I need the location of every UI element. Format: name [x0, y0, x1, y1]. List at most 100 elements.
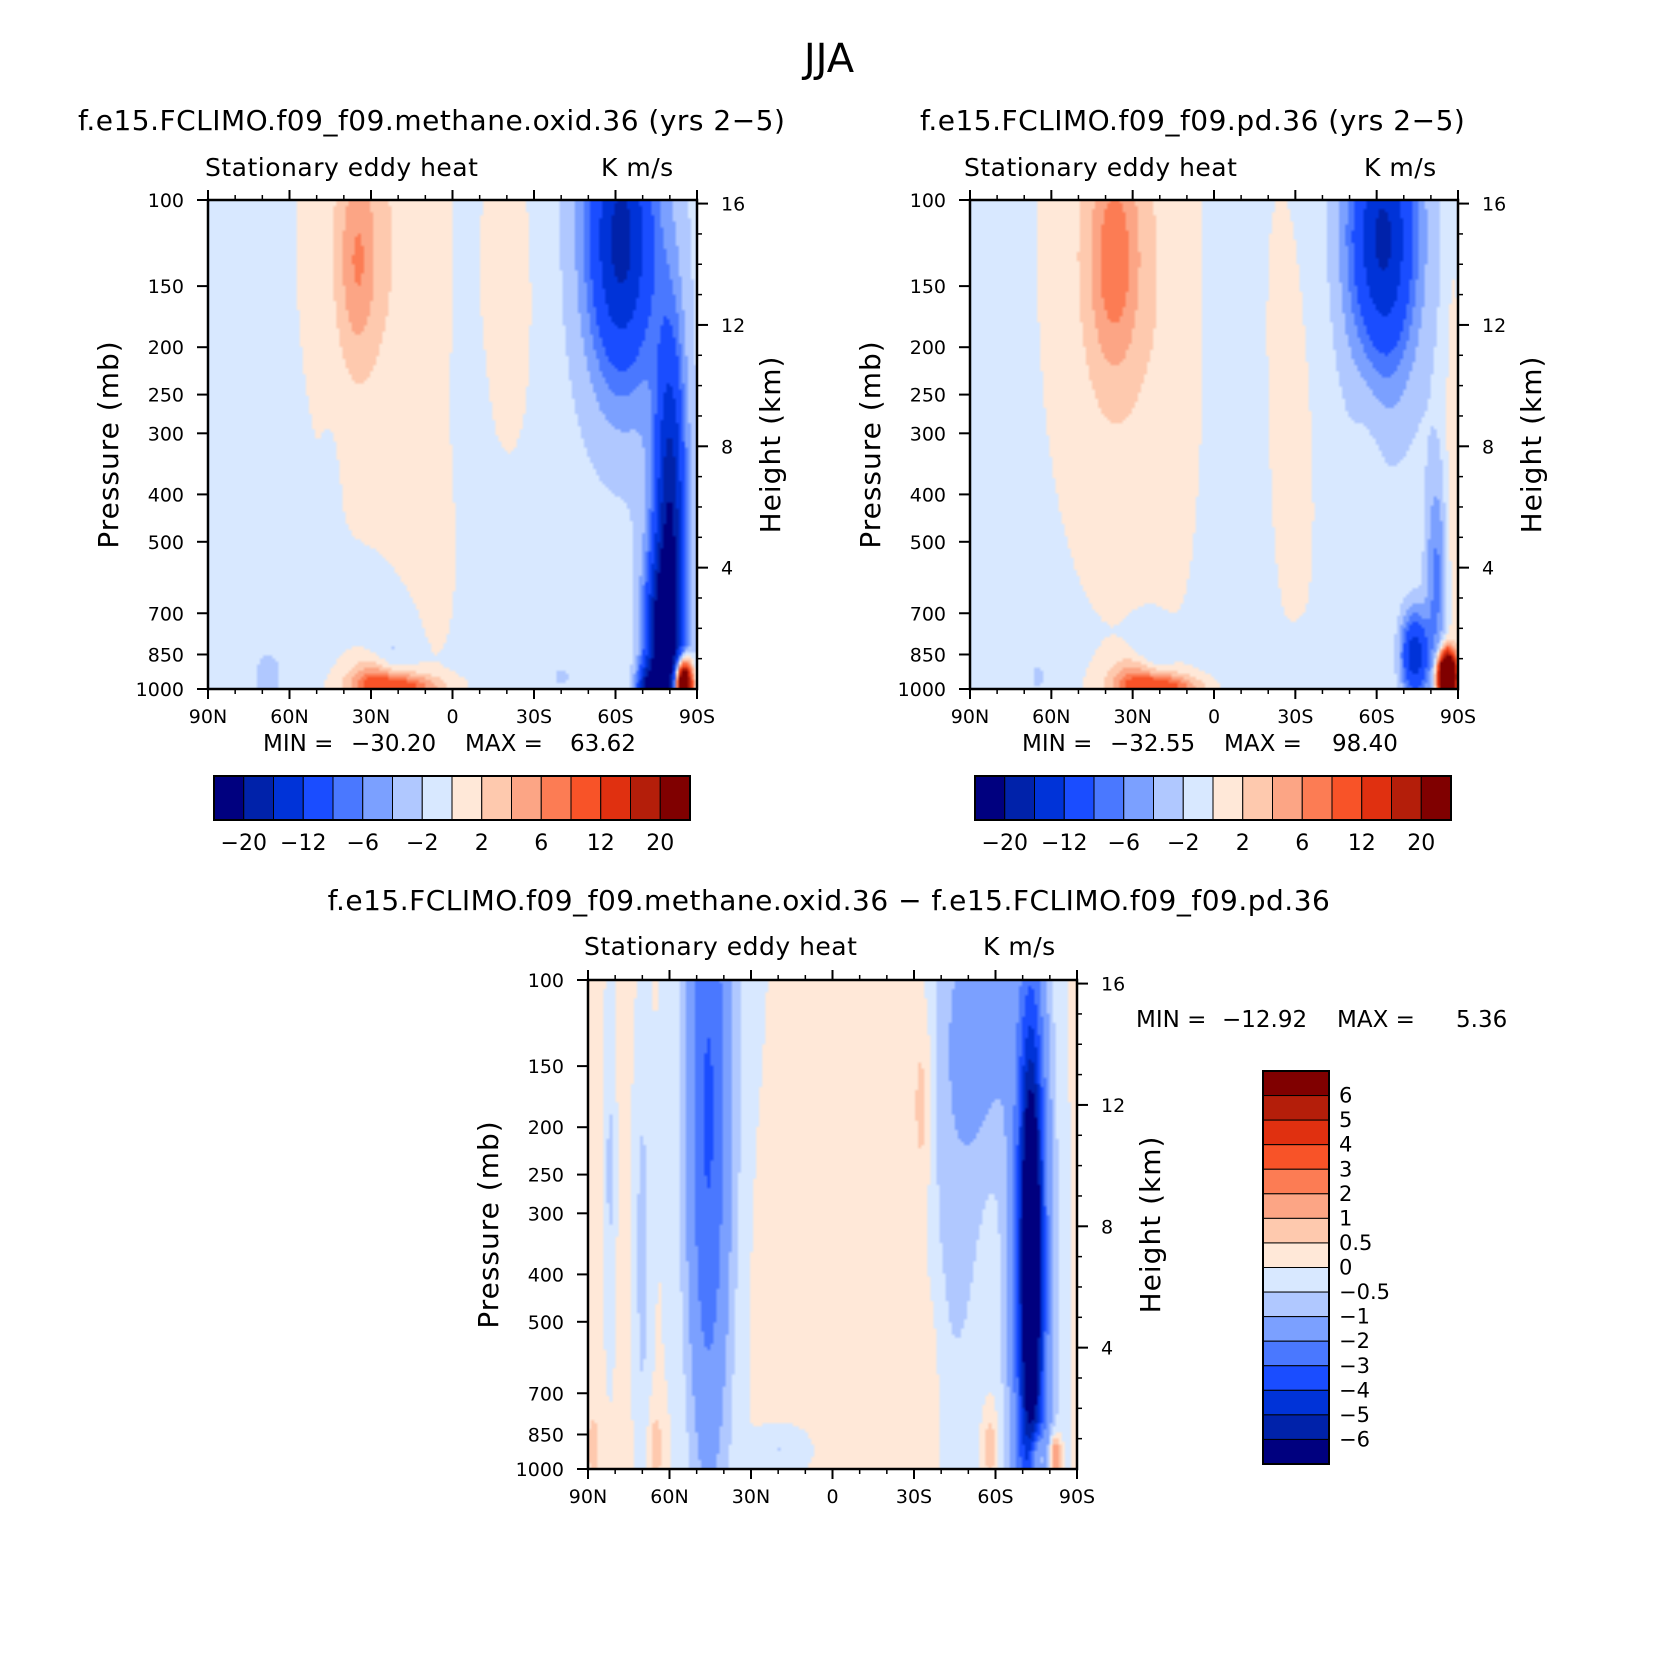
- y-tick-label: 150: [148, 276, 184, 298]
- x-tick-label: 0: [446, 706, 458, 728]
- panel-3-max-label: MAX =: [1337, 1007, 1415, 1033]
- y-tick-label: 100: [910, 190, 946, 212]
- panel-3-max-value: 5.36: [1456, 1007, 1508, 1033]
- panel-3-contour-field: [588, 980, 1077, 1469]
- colorbar-label: −3: [1339, 1354, 1370, 1378]
- height-tick-label: 16: [1101, 974, 1125, 996]
- colorbar-label: 0.5: [1339, 1231, 1372, 1255]
- colorbar-box: [1262, 1095, 1330, 1121]
- x-tick-label: 30S: [1277, 706, 1313, 728]
- colorbar-label: −20: [221, 831, 267, 856]
- colorbar-label: 5: [1339, 1108, 1352, 1132]
- colorbar-label: −6: [1108, 831, 1140, 856]
- height-tick-label: 12: [721, 315, 745, 337]
- panel-1-min-label: MIN =: [263, 731, 334, 757]
- colorbar-label: 6: [1339, 1084, 1352, 1108]
- colorbar-label: −4: [1339, 1378, 1370, 1402]
- colorbar-box: [1262, 1070, 1330, 1097]
- colorbar-box: [1391, 775, 1422, 821]
- colorbar-label: 2: [1236, 831, 1250, 856]
- y-axis-label-right: Height (km): [754, 356, 787, 534]
- y-axis-label: Pressure (mb): [92, 340, 125, 548]
- colorbar-label: 1: [1339, 1206, 1352, 1230]
- y-tick-label: 700: [528, 1383, 564, 1405]
- colorbar-box: [1123, 775, 1154, 821]
- panel-2-variable: Stationary eddy heat: [964, 153, 1238, 182]
- colorbar-label: −6: [1339, 1427, 1370, 1451]
- colorbar-box: [1063, 775, 1095, 821]
- colorbar-box: [1262, 1291, 1330, 1318]
- height-tick-label: 8: [1482, 436, 1494, 458]
- y-tick-label: 250: [528, 1165, 564, 1187]
- x-tick-label: 30N: [1113, 706, 1151, 728]
- x-tick-label: 30S: [896, 1486, 932, 1508]
- x-tick-label: 60S: [1359, 706, 1395, 728]
- colorbar-box: [481, 775, 512, 821]
- height-tick-label: 12: [1482, 315, 1506, 337]
- x-tick-label: 30N: [732, 1486, 770, 1508]
- colorbar-box: [362, 775, 393, 821]
- panel-3: 90N 60N 30N 0 30S 60S 90S100150200250300400500…: [472, 970, 1390, 1508]
- colorbar-box: [1331, 775, 1363, 821]
- x-tick-label: 90S: [1059, 1486, 1095, 1508]
- panel-1-max-label: MAX =: [465, 731, 543, 757]
- panel-3-min-value: −12.92: [1222, 1007, 1308, 1033]
- colorbar-label: −2: [406, 831, 438, 856]
- y-tick-label: 400: [910, 484, 946, 506]
- colorbar-label: −2: [1339, 1329, 1370, 1353]
- height-tick-label: 4: [721, 558, 733, 580]
- height-tick-label: 8: [721, 436, 733, 458]
- colorbar-box: [1034, 775, 1065, 821]
- colorbar-box: [511, 775, 542, 821]
- colorbar-box: [1262, 1168, 1330, 1195]
- height-tick-label: 16: [721, 194, 745, 216]
- colorbar-box: [421, 775, 453, 821]
- colorbar-box: [1262, 1242, 1330, 1268]
- colorbar-box: [1262, 1438, 1330, 1465]
- y-tick-label: 300: [528, 1203, 564, 1225]
- colorbar-box: [1262, 1217, 1330, 1244]
- colorbar-box: [1420, 775, 1452, 821]
- colorbar-label: 12: [587, 831, 615, 856]
- panel-2-min-value: −32.55: [1110, 731, 1196, 757]
- colorbar-box: [630, 775, 661, 821]
- x-tick-label: 60S: [977, 1486, 1013, 1508]
- y-axis-label: Pressure (mb): [472, 1120, 505, 1328]
- height-tick-label: 8: [1101, 1216, 1113, 1238]
- x-tick-label: 90N: [569, 1486, 607, 1508]
- colorbar-label: 3: [1339, 1157, 1352, 1181]
- x-tick-label: 30S: [516, 706, 552, 728]
- y-tick-label: 850: [910, 644, 946, 666]
- y-tick-label: 200: [910, 337, 946, 359]
- panel-1: 90N 60N 30N 0 30S 60S 90S 100 150 200 250 300 400 500…: [92, 190, 787, 856]
- y-axis-label: Pressure (mb): [854, 340, 887, 548]
- colorbar-box: [392, 775, 423, 821]
- colorbar-label: −6: [347, 831, 379, 856]
- colorbar-box: [1262, 1414, 1330, 1440]
- panel-2-title: f.e15.FCLIMO.f09_f09.pd.36 (yrs 2−5): [920, 104, 1466, 137]
- y-tick-label: 150: [910, 276, 946, 298]
- x-tick-label: 0: [826, 1486, 838, 1508]
- colorbar-box: [1242, 775, 1273, 821]
- colorbar-label: −12: [1041, 831, 1087, 856]
- colorbar-box: [1262, 1193, 1330, 1219]
- y-tick-label: 1000: [136, 679, 184, 701]
- panel-3-title: f.e15.FCLIMO.f09_f09.methane.oxid.36 − f…: [327, 884, 1331, 917]
- colorbar-box: [600, 775, 631, 821]
- panel-3-min-label: MIN =: [1136, 1007, 1207, 1033]
- colorbar-box: [1262, 1365, 1330, 1391]
- colorbar-box: [302, 775, 334, 821]
- y-tick-label: 500: [528, 1312, 564, 1334]
- colorbar-box: [1153, 775, 1184, 821]
- y-tick-label: 400: [148, 484, 184, 506]
- colorbar-box: [1262, 1340, 1330, 1367]
- y-tick-label: 500: [148, 532, 184, 554]
- x-tick-label: 90S: [679, 706, 715, 728]
- y-tick-label: 850: [528, 1424, 564, 1446]
- y-axis-label-right: Height (km): [1134, 1136, 1167, 1314]
- x-tick-label: 0: [1208, 706, 1220, 728]
- panel-1-variable: Stationary eddy heat: [205, 153, 479, 182]
- colorbar-box: [1212, 775, 1244, 821]
- y-tick-label: 700: [148, 603, 184, 625]
